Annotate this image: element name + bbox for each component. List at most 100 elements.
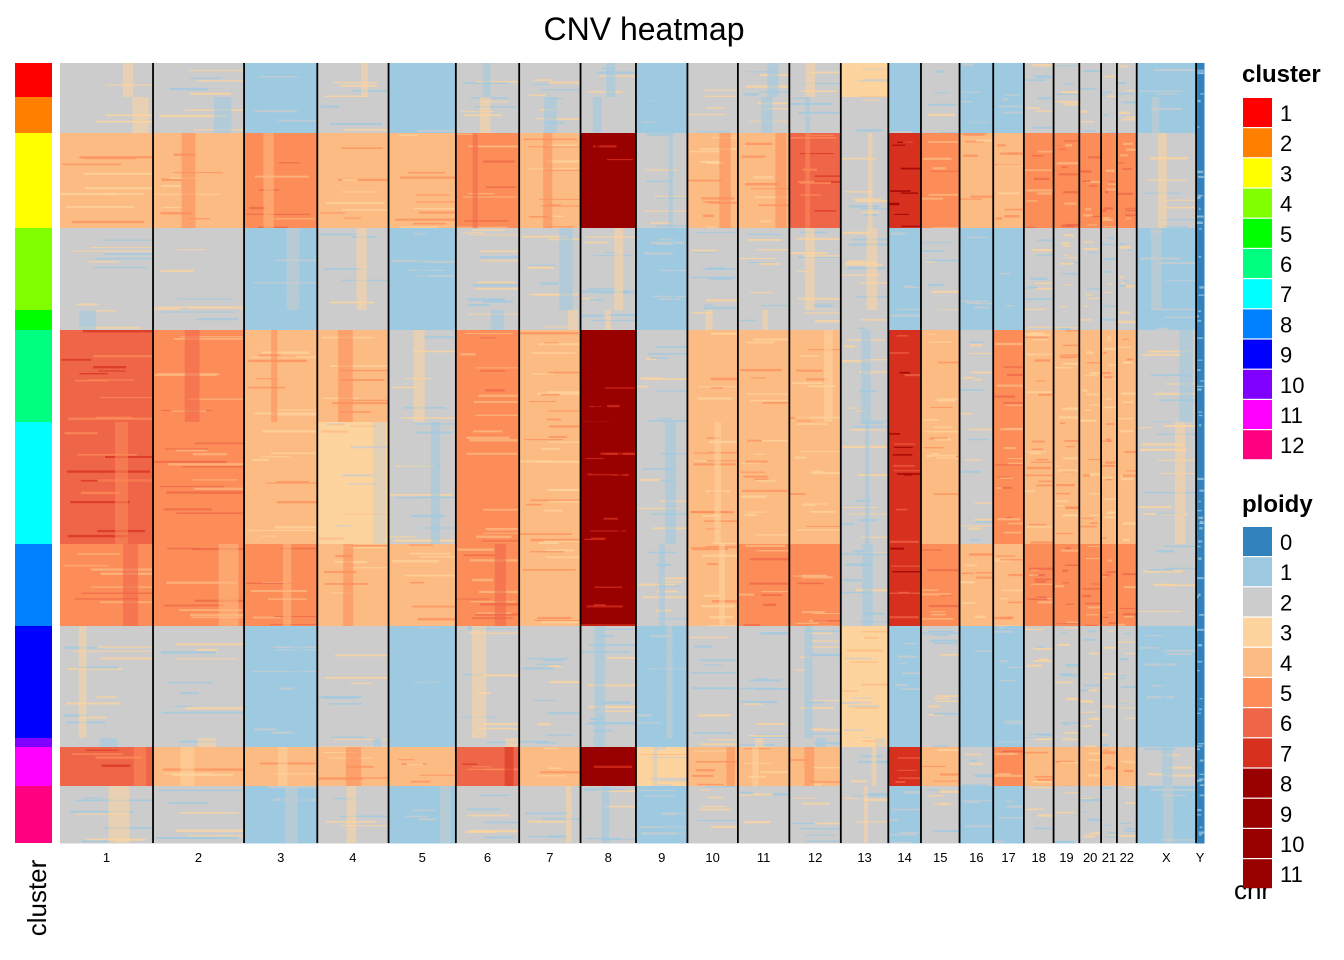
cluster-legend-label-10: 10 bbox=[1280, 373, 1304, 398]
cluster-legend-label-2: 2 bbox=[1280, 131, 1292, 156]
chr-label-8: 8 bbox=[605, 850, 612, 865]
heatmap-cluster-10 bbox=[60, 738, 1205, 749]
heatmap-cell-c5-chr14 bbox=[888, 310, 922, 331]
cluster-bar-8 bbox=[15, 544, 52, 626]
cluster-legend-swatch-12 bbox=[1243, 430, 1272, 460]
cluster-legend-swatch-6 bbox=[1243, 249, 1272, 278]
chr-label-13: 13 bbox=[857, 850, 871, 865]
heatmap-cell-c9-chr17 bbox=[993, 626, 1025, 739]
chr-label-16: 16 bbox=[969, 850, 983, 865]
heatmap-cell-c10-chr14 bbox=[888, 738, 922, 748]
ploidy-legend-label-2: 2 bbox=[1280, 590, 1292, 615]
heatmap-cell-c7-chr7 bbox=[519, 422, 582, 545]
heatmap-cell-c7-chr12 bbox=[789, 422, 842, 545]
cluster-bar-1 bbox=[15, 63, 52, 97]
cluster-bar-3 bbox=[15, 133, 52, 228]
cluster-annotation-bar bbox=[15, 63, 52, 843]
heatmap-cell-c1-chr21 bbox=[1101, 63, 1118, 98]
heatmap-cell-c8-chr1 bbox=[60, 544, 154, 627]
ploidy-legend-swatch-4 bbox=[1243, 647, 1272, 677]
heatmap-cell-c2-chr8 bbox=[580, 97, 637, 134]
chr-label-12: 12 bbox=[808, 850, 822, 865]
heatmap-cell-c5-chr15 bbox=[920, 310, 961, 331]
heatmap-cell-c7-chr6 bbox=[455, 422, 520, 545]
chr-label-22: 22 bbox=[1120, 850, 1134, 865]
heatmap-cell-c9-chr22 bbox=[1116, 626, 1138, 739]
heatmap-cell-c1-chr20 bbox=[1079, 63, 1102, 98]
heatmap-cell-c2-chr16 bbox=[959, 97, 994, 134]
heatmap-cell-c7-chr11 bbox=[737, 422, 790, 545]
heatmap-cell-c1-chr12 bbox=[789, 63, 842, 98]
cluster-legend-label-7: 7 bbox=[1280, 282, 1292, 307]
cluster-legend-title: cluster bbox=[1242, 61, 1321, 88]
heatmap-cell-c8-chr16 bbox=[959, 544, 994, 627]
chr-label-6: 6 bbox=[484, 850, 491, 865]
cluster-bar-5 bbox=[15, 310, 52, 330]
heatmap-cell-c7-chr18 bbox=[1023, 422, 1055, 545]
heatmap-cell-c2-chrX bbox=[1136, 97, 1197, 134]
heatmap-cell-c6-chr6 bbox=[455, 330, 520, 423]
heatmap-cell-c10-chr10 bbox=[687, 738, 739, 748]
heatmap-cell-c10-chr13 bbox=[840, 738, 889, 748]
heatmap-cell-c2-chr12 bbox=[789, 97, 842, 134]
heatmap-cell-c6-chr7 bbox=[519, 330, 582, 423]
heatmap-cell-c11-chr22 bbox=[1116, 747, 1138, 787]
cluster-legend-swatch-11 bbox=[1243, 400, 1272, 429]
heatmap-cell-c8-chr14 bbox=[888, 544, 922, 627]
heatmap-cell-c1-chrX bbox=[1136, 63, 1197, 98]
heatmap-cell-c8-chr8 bbox=[580, 544, 637, 627]
heatmap-cell-c4-chr11 bbox=[737, 228, 790, 311]
heatmap-cell-c3-chr22 bbox=[1116, 133, 1138, 229]
heatmap-cell-c6-chr18 bbox=[1023, 330, 1055, 423]
heatmap-cell-c7-chr14 bbox=[888, 422, 922, 545]
heatmap-cell-c4-chrY bbox=[1196, 228, 1205, 311]
heatmap-cell-c7-chr19 bbox=[1053, 422, 1080, 545]
cluster-bar-7 bbox=[15, 422, 52, 544]
heatmap-cell-c7-chr20 bbox=[1079, 422, 1102, 545]
heatmap-cell-c11-chr2 bbox=[153, 747, 245, 787]
heatmap-cell-c8-chr7 bbox=[519, 544, 582, 627]
heatmap-cell-c3-chr8 bbox=[580, 133, 637, 229]
heatmap-cell-c8-chr5 bbox=[388, 544, 457, 627]
heatmap-cell-c2-chr21 bbox=[1101, 97, 1118, 134]
heatmap-cell-c5-chr22 bbox=[1116, 310, 1138, 331]
cluster-legend-swatch-9 bbox=[1243, 339, 1272, 369]
cluster-legend-swatch-1 bbox=[1243, 98, 1272, 127]
cluster-legend-swatch-3 bbox=[1243, 158, 1272, 188]
cluster-legend-swatch-10 bbox=[1243, 369, 1272, 399]
heatmap-cell-c2-chr4 bbox=[317, 97, 390, 134]
heatmap-cluster-12 bbox=[60, 786, 1205, 844]
cluster-bar-11 bbox=[15, 747, 52, 786]
heatmap-cell-c8-chr21 bbox=[1101, 544, 1118, 627]
heatmap-cell-c10-chr9 bbox=[635, 738, 688, 748]
heatmap-cell-c4-chr15 bbox=[920, 228, 961, 311]
ploidy-legend-label-7: 7 bbox=[1280, 741, 1292, 766]
heatmap-cluster-2 bbox=[60, 97, 1205, 135]
heatmap-cell-c11-chr13 bbox=[840, 747, 889, 787]
ploidy-legend-swatch-0 bbox=[1243, 527, 1272, 556]
ploidy-legend-swatch-8 bbox=[1243, 768, 1272, 798]
heatmap-cell-c1-chrY bbox=[1196, 63, 1205, 98]
heatmap-cell-c3-chr18 bbox=[1023, 133, 1055, 229]
cluster-legend-label-11: 11 bbox=[1280, 403, 1303, 428]
heatmap-cell-c9-chr9 bbox=[635, 626, 688, 739]
heatmap-cell-c6-chr20 bbox=[1079, 330, 1102, 423]
heatmap-cell-c1-chr5 bbox=[388, 63, 457, 98]
heatmap-cell-c9-chr4 bbox=[317, 626, 390, 739]
heatmap-cell-c10-chrX bbox=[1136, 738, 1197, 748]
heatmap-cell-c3-chr3 bbox=[244, 133, 318, 229]
heatmap-cell-c7-chr10 bbox=[687, 422, 739, 545]
heatmap-cell-c4-chr17 bbox=[993, 228, 1025, 311]
ploidy-legend-swatch-10 bbox=[1243, 829, 1272, 858]
ploidy-legend-title: ploidy bbox=[1242, 491, 1313, 518]
cluster-legend-label-8: 8 bbox=[1280, 312, 1292, 337]
heatmap-cell-c12-chr17 bbox=[993, 786, 1025, 844]
heatmap-cell-c5-chr17 bbox=[993, 310, 1025, 331]
heatmap-cluster-6 bbox=[60, 330, 1205, 425]
ploidy-legend-label-1: 1 bbox=[1280, 560, 1292, 585]
heatmap-cell-c7-chr5 bbox=[388, 422, 457, 545]
heatmap-cell-c3-chr16 bbox=[959, 133, 994, 229]
heatmap-cell-c7-chr16 bbox=[959, 422, 994, 545]
ploidy-legend-swatch-6 bbox=[1243, 708, 1272, 738]
heatmap-cell-c8-chr10 bbox=[687, 544, 739, 627]
